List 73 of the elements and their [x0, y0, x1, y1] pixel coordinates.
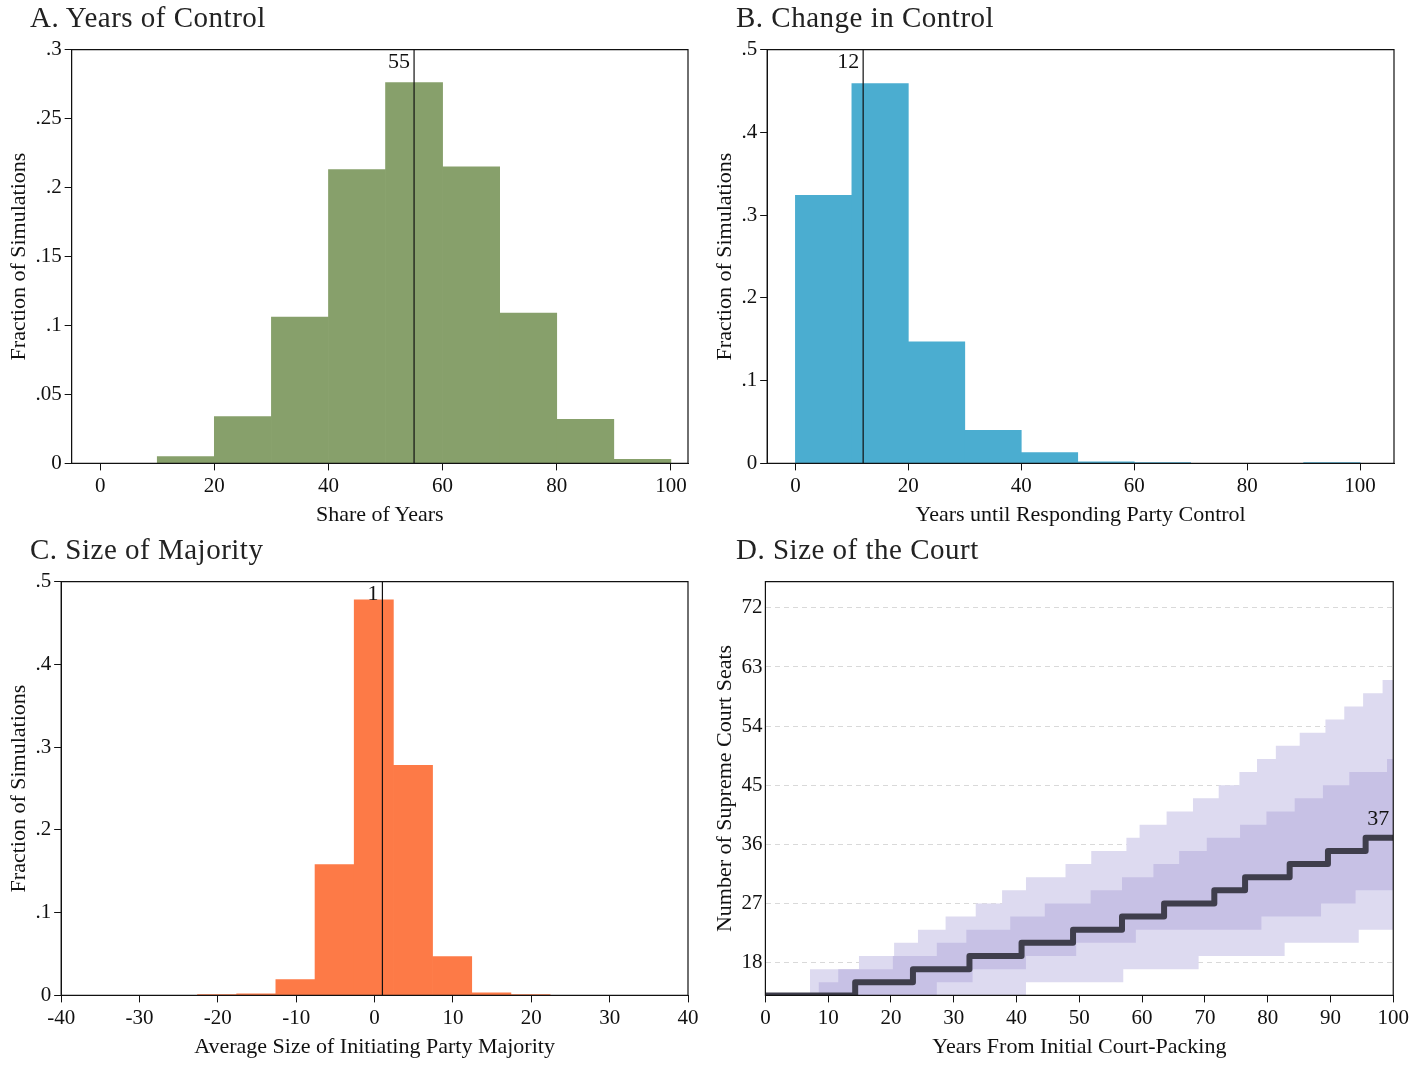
x-tick-label: 100 — [1344, 472, 1376, 497]
y-tick-label: 54 — [741, 712, 763, 737]
x-axis-title: Years until Responding Party Control — [915, 500, 1246, 526]
x-tick-label: 30 — [599, 1004, 621, 1029]
x-tick-label: -20 — [203, 1004, 232, 1029]
x-tick-label: 80 — [1257, 1004, 1279, 1029]
y-tick-label: .5 — [741, 36, 758, 61]
chart-title: B. Change in Control — [735, 0, 996, 34]
x-tick-label: 90 — [1319, 1004, 1341, 1029]
y-tick-label: .2 — [741, 284, 758, 309]
x-tick-label: 40 — [1006, 1004, 1028, 1029]
x-tick-label: 40 — [317, 472, 339, 497]
x-tick-label: -30 — [125, 1004, 154, 1029]
y-tick-label: 72 — [741, 594, 763, 619]
x-tick-label: 10 — [817, 1004, 839, 1029]
ref-line-label: 12 — [837, 48, 860, 74]
y-tick-label: 0 — [746, 449, 758, 474]
x-tick-label: 0 — [790, 472, 801, 497]
y-tick-label: 0 — [51, 449, 62, 474]
y-tick-label: .3 — [45, 36, 62, 61]
y-tick-label: .1 — [741, 367, 758, 392]
x-axis-title: Share of Years — [315, 500, 444, 526]
y-tick-label: .5 — [35, 568, 52, 593]
x-tick-label: 60 — [1131, 1004, 1153, 1029]
x-tick-label: 10 — [442, 1004, 464, 1029]
y-tick-label: .15 — [35, 243, 62, 268]
x-tick-label: 30 — [943, 1004, 965, 1029]
y-tick-label: .4 — [741, 118, 758, 143]
x-tick-label: 20 — [520, 1004, 542, 1029]
x-tick-label: 20 — [897, 472, 919, 497]
x-tick-label: 40 — [677, 1004, 699, 1029]
x-axis-title: Years From Initial Court-Packing — [932, 1032, 1227, 1058]
y-tick-label: 0 — [40, 981, 52, 1006]
x-tick-label: -10 — [282, 1004, 311, 1029]
x-tick-label: 20 — [203, 472, 225, 497]
x-tick-label: 0 — [94, 472, 106, 497]
x-tick-label: 80 — [546, 472, 568, 497]
y-axis-title: Number of Supreme Court Seats — [710, 644, 736, 933]
chart-title: D. Size of the Court — [735, 532, 980, 566]
x-tick-label: 70 — [1194, 1004, 1216, 1029]
x-tick-label: 50 — [1068, 1004, 1090, 1029]
ref-line-label: 55 — [388, 48, 411, 74]
y-tick-label: 45 — [741, 771, 763, 796]
y-tick-label: .2 — [45, 174, 62, 199]
y-axis-title: Fraction of Simulations — [4, 684, 30, 893]
y-tick-label: .4 — [35, 650, 52, 675]
x-tick-label: -40 — [47, 1004, 76, 1029]
y-tick-label: .1 — [45, 311, 62, 336]
x-tick-label: 100 — [1377, 1004, 1409, 1029]
y-axis-title: Fraction of Simulations — [710, 152, 736, 361]
y-tick-label: 27 — [741, 889, 763, 914]
y-axis-title: Fraction of Simulations — [4, 152, 30, 361]
x-tick-label: 100 — [655, 472, 687, 497]
y-tick-label: 63 — [741, 653, 763, 678]
y-tick-label: .3 — [35, 733, 52, 758]
y-tick-label: 18 — [741, 949, 763, 974]
y-tick-label: .25 — [35, 105, 62, 130]
annotation: 37 — [1367, 804, 1390, 830]
x-tick-label: 60 — [432, 472, 454, 497]
x-tick-label: 20 — [880, 1004, 902, 1029]
y-tick-label: .1 — [35, 899, 52, 924]
x-tick-label: 0 — [369, 1004, 380, 1029]
chart-title: C. Size of Majority — [29, 532, 265, 566]
chart-title: A. Years of Control — [29, 0, 267, 34]
x-tick-label: 60 — [1123, 472, 1145, 497]
y-tick-label: 36 — [741, 830, 763, 855]
x-axis-title: Average Size of Initiating Party Majority — [194, 1032, 555, 1058]
ref-line-label: 1 — [367, 580, 379, 606]
y-tick-label: .05 — [35, 380, 62, 405]
x-tick-label: 40 — [1010, 472, 1032, 497]
y-tick-label: .2 — [35, 816, 52, 841]
y-tick-label: .3 — [741, 201, 758, 226]
x-tick-label: 80 — [1236, 472, 1258, 497]
